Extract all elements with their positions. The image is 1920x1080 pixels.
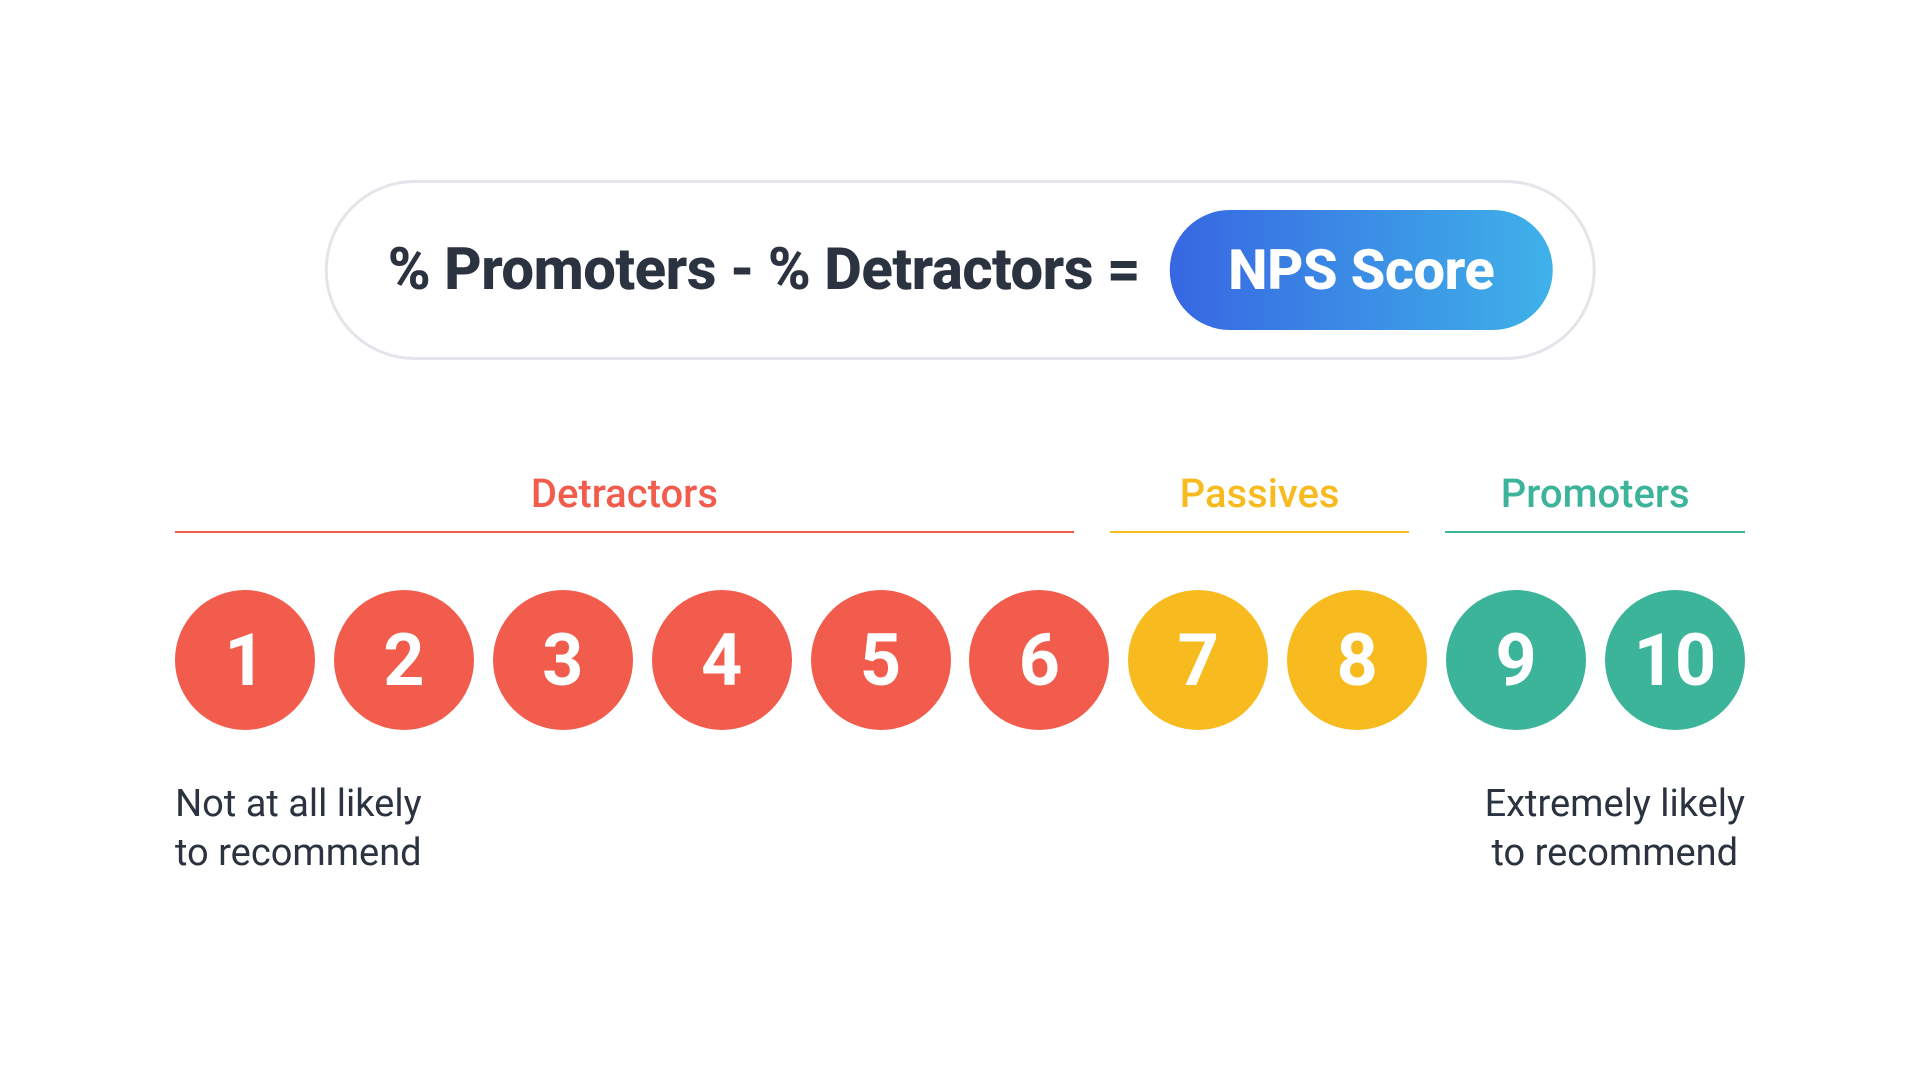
category-detractors: Detractors: [175, 470, 1074, 533]
end-labels: Not at all likely to recommend Extremely…: [175, 780, 1745, 879]
category-gap: [1074, 470, 1110, 533]
score-scale: 1 2 3 4 5 6 7 8 9 10: [175, 590, 1745, 730]
category-headers: Detractors Passives Promoters: [175, 470, 1745, 533]
nps-score-pill: NPS Score: [1170, 210, 1552, 330]
score-circle: 2: [334, 590, 474, 730]
score-circle: 9: [1446, 590, 1586, 730]
formula-text: % Promoters - % Detractors =: [388, 236, 1140, 304]
score-circle: 3: [493, 590, 633, 730]
end-label-left: Not at all likely to recommend: [175, 780, 422, 879]
formula-container: % Promoters - % Detractors = NPS Score: [325, 180, 1596, 360]
score-circle: 7: [1128, 590, 1268, 730]
category-gap: [1409, 470, 1445, 533]
end-label-right: Extremely likely to recommend: [1485, 780, 1745, 879]
category-passives: Passives: [1110, 470, 1410, 533]
nps-infographic: % Promoters - % Detractors = NPS Score D…: [0, 0, 1920, 1080]
score-circle: 8: [1287, 590, 1427, 730]
score-circle: 6: [969, 590, 1109, 730]
score-circle: 1: [175, 590, 315, 730]
score-circle: 10: [1605, 590, 1745, 730]
score-circle: 5: [811, 590, 951, 730]
category-promoters: Promoters: [1445, 470, 1745, 533]
score-circle: 4: [652, 590, 792, 730]
